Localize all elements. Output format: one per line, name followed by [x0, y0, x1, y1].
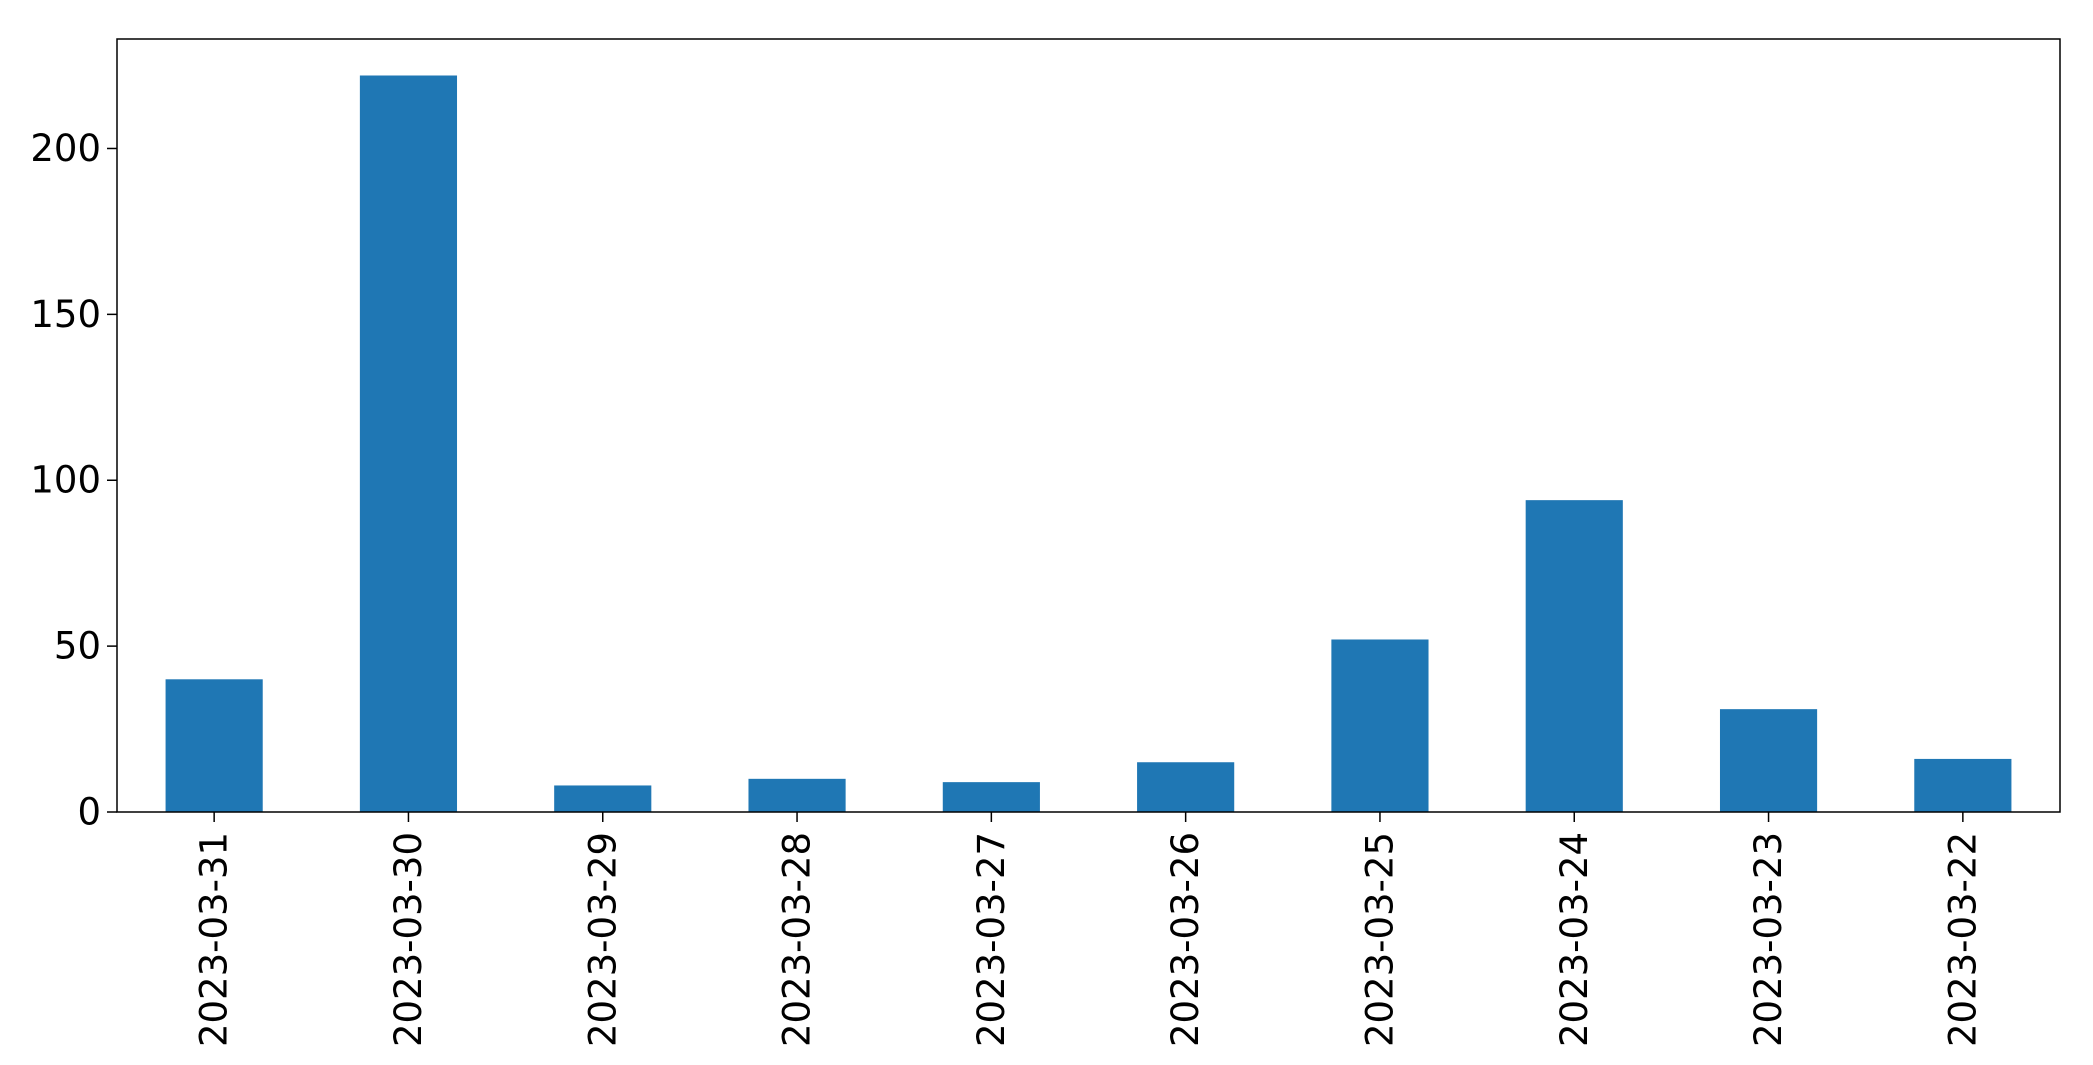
x-tick-label: 2023-03-24: [1553, 832, 1596, 1047]
y-tick-label: 50: [54, 625, 101, 668]
y-tick-label: 200: [30, 127, 101, 170]
x-tick-label: 2023-03-25: [1358, 832, 1401, 1047]
plot-frame: [116, 38, 2061, 813]
x-tick-label: 2023-03-23: [1747, 832, 1790, 1047]
x-tick-label: 2023-03-22: [1941, 832, 1984, 1047]
x-tick-label: 2023-03-30: [387, 832, 430, 1047]
bar-2023-03-30: [359, 75, 458, 813]
bars-group: [165, 75, 2012, 813]
x-tick-label: 2023-03-27: [970, 832, 1013, 1047]
y-tick-label: 150: [30, 293, 101, 336]
bar-2023-03-29: [554, 785, 652, 812]
bar-2023-03-27: [942, 782, 1040, 812]
bar-2023-03-24: [1525, 500, 1623, 812]
x-tick-label: 2023-03-28: [776, 832, 819, 1047]
x-tick-label: 2023-03-29: [581, 832, 624, 1047]
bar-2023-03-26: [1137, 762, 1235, 812]
bar-2023-03-25: [1331, 639, 1429, 812]
x-tick-label: 2023-03-26: [1164, 832, 1207, 1047]
y-axis: 0 50 100 150 200: [30, 127, 117, 834]
bar-2023-03-31: [165, 679, 263, 812]
x-axis: 2023-03-31 2023-03-30 2023-03-29 2023-03-28…: [193, 812, 1984, 1047]
y-tick-label: 0: [77, 791, 101, 834]
bar-2023-03-23: [1719, 709, 1818, 812]
y-tick-label: 100: [30, 459, 101, 502]
bar-2023-03-22: [1914, 758, 2012, 812]
bar-2023-03-28: [748, 778, 846, 812]
x-tick-label: 2023-03-31: [193, 832, 236, 1047]
